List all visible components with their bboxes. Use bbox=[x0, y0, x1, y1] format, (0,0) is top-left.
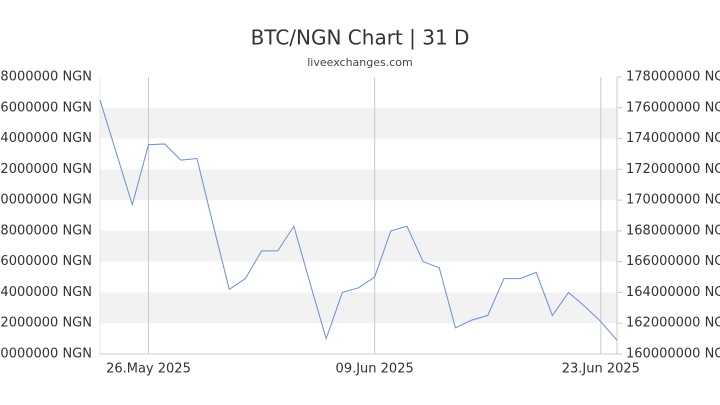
data-line bbox=[99, 99, 618, 341]
y-tick-label: 164000000 NGN bbox=[0, 285, 92, 300]
y-tick-label: 166000000 NGN bbox=[0, 254, 92, 269]
grid-band bbox=[100, 230, 617, 262]
y2-tick-label: 168000000 NGN bbox=[626, 223, 720, 238]
y-tick-label: 168000000 NGN bbox=[0, 223, 92, 238]
y-tick-label: 172000000 NGN bbox=[0, 162, 92, 177]
y2-tick-label: 162000000 NGN bbox=[626, 316, 720, 331]
y2-tick-label: 170000000 NGN bbox=[626, 193, 720, 208]
y2-tick-label: 166000000 NGN bbox=[626, 254, 720, 269]
y-tick-label: 170000000 NGN bbox=[0, 193, 92, 208]
chart-title: BTC/NGN Chart | 31 D bbox=[251, 26, 470, 50]
chart-subtitle: liveexchanges.com bbox=[307, 56, 412, 69]
y2-tick-label: 176000000 NGN bbox=[626, 100, 720, 115]
grid-band bbox=[100, 107, 617, 139]
grid-band bbox=[100, 169, 617, 201]
y-tick-label: 160000000 NGN bbox=[0, 347, 92, 362]
y-tick-label: 176000000 NGN bbox=[0, 100, 92, 115]
y2-tick-label: 172000000 NGN bbox=[626, 162, 720, 177]
y2-tick-label: 174000000 NGN bbox=[626, 131, 720, 146]
x-tick-label: 09.Jun 2025 bbox=[336, 362, 414, 377]
y-tick-label: 174000000 NGN bbox=[0, 131, 92, 146]
x-tick-label: 26.May 2025 bbox=[106, 362, 191, 377]
y2-tick-label: 160000000 NGN bbox=[626, 347, 720, 362]
grid-band bbox=[100, 292, 617, 324]
x-tick-label: 23.Jun 2025 bbox=[562, 362, 640, 377]
y2-tick-label: 164000000 NGN bbox=[626, 285, 720, 300]
y-tick-label: 162000000 NGN bbox=[0, 316, 92, 331]
y-tick-label: 178000000 NGN bbox=[0, 70, 92, 85]
y2-tick-label: 178000000 NGN bbox=[626, 70, 720, 85]
